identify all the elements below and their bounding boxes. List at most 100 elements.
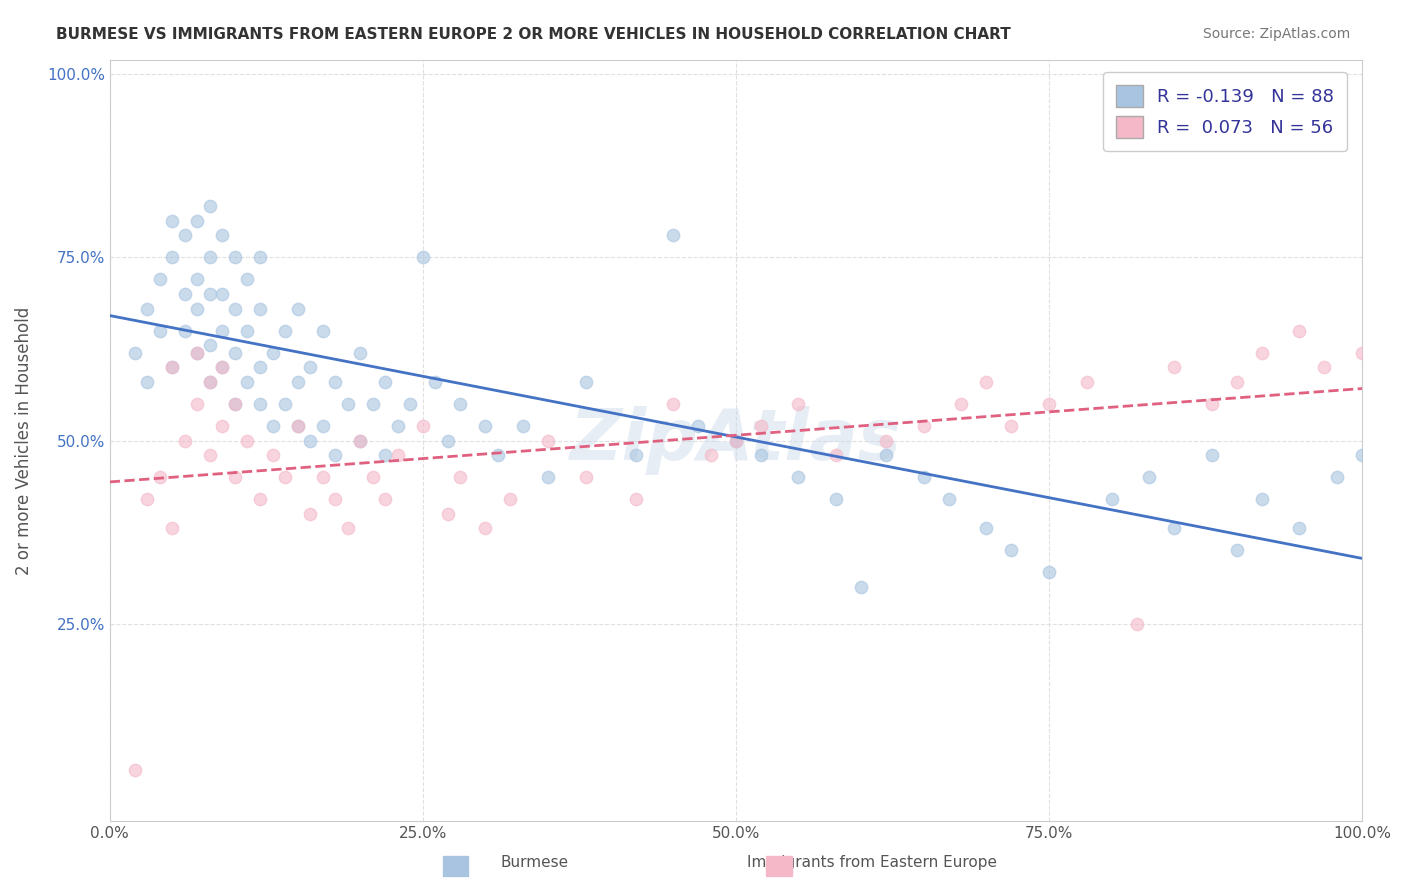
Point bbox=[1076, 375, 1098, 389]
Point bbox=[1250, 492, 1272, 507]
Point bbox=[198, 199, 221, 213]
Text: ZipAtlas: ZipAtlas bbox=[569, 406, 901, 475]
Point bbox=[950, 397, 973, 411]
Point bbox=[412, 251, 434, 265]
Point bbox=[136, 301, 159, 316]
Point bbox=[186, 345, 208, 359]
Point bbox=[186, 301, 208, 316]
Point bbox=[787, 397, 810, 411]
Point bbox=[1250, 345, 1272, 359]
Point bbox=[1288, 521, 1310, 535]
Point bbox=[449, 470, 471, 484]
Point bbox=[938, 492, 960, 507]
Point bbox=[186, 272, 208, 286]
Point bbox=[224, 470, 246, 484]
Point bbox=[186, 397, 208, 411]
Point bbox=[236, 272, 259, 286]
Point bbox=[136, 375, 159, 389]
Point bbox=[249, 492, 271, 507]
Point bbox=[1101, 492, 1123, 507]
Point bbox=[1351, 448, 1374, 462]
Point bbox=[224, 251, 246, 265]
Point bbox=[1137, 470, 1160, 484]
Point bbox=[173, 434, 195, 448]
Point bbox=[173, 287, 195, 301]
Point bbox=[336, 521, 359, 535]
Point bbox=[724, 434, 747, 448]
Point bbox=[198, 375, 221, 389]
Point bbox=[287, 301, 309, 316]
Point bbox=[287, 375, 309, 389]
Text: Source: ZipAtlas.com: Source: ZipAtlas.com bbox=[1202, 27, 1350, 41]
Point bbox=[412, 418, 434, 433]
Point bbox=[474, 521, 496, 535]
Point bbox=[274, 470, 297, 484]
Point bbox=[287, 418, 309, 433]
Point bbox=[537, 434, 560, 448]
Point bbox=[875, 434, 897, 448]
Point bbox=[236, 434, 259, 448]
Point bbox=[499, 492, 522, 507]
Point bbox=[437, 507, 460, 521]
Point bbox=[537, 470, 560, 484]
Point bbox=[912, 418, 935, 433]
Point bbox=[323, 492, 346, 507]
Point bbox=[1000, 543, 1022, 558]
Point bbox=[274, 397, 297, 411]
Point bbox=[1313, 360, 1336, 375]
Point bbox=[399, 397, 422, 411]
Point bbox=[162, 213, 184, 227]
Point bbox=[236, 375, 259, 389]
Y-axis label: 2 or more Vehicles in Household: 2 or more Vehicles in Household bbox=[15, 307, 32, 574]
Point bbox=[224, 397, 246, 411]
Point bbox=[1201, 397, 1223, 411]
Point bbox=[173, 324, 195, 338]
Point bbox=[1038, 397, 1060, 411]
Point bbox=[124, 763, 146, 777]
Point bbox=[575, 375, 598, 389]
Point bbox=[387, 448, 409, 462]
Point bbox=[198, 251, 221, 265]
Point bbox=[336, 397, 359, 411]
Point bbox=[374, 375, 396, 389]
Point bbox=[211, 360, 233, 375]
Point bbox=[311, 324, 333, 338]
Point bbox=[624, 448, 647, 462]
Point bbox=[512, 418, 534, 433]
Point bbox=[976, 521, 998, 535]
Point bbox=[486, 448, 509, 462]
Point bbox=[224, 301, 246, 316]
Point bbox=[575, 470, 598, 484]
Point bbox=[374, 492, 396, 507]
Point bbox=[224, 397, 246, 411]
Point bbox=[425, 375, 447, 389]
Point bbox=[162, 521, 184, 535]
Point bbox=[688, 418, 710, 433]
Point bbox=[349, 434, 371, 448]
Point bbox=[437, 434, 460, 448]
Point bbox=[136, 492, 159, 507]
Point bbox=[474, 418, 496, 433]
Point bbox=[912, 470, 935, 484]
Point bbox=[749, 448, 772, 462]
Point bbox=[186, 345, 208, 359]
Point bbox=[825, 492, 848, 507]
Point bbox=[249, 301, 271, 316]
Point bbox=[211, 418, 233, 433]
Point bbox=[211, 324, 233, 338]
Point bbox=[349, 434, 371, 448]
Point bbox=[323, 375, 346, 389]
Point bbox=[387, 418, 409, 433]
Text: BURMESE VS IMMIGRANTS FROM EASTERN EUROPE 2 OR MORE VEHICLES IN HOUSEHOLD CORREL: BURMESE VS IMMIGRANTS FROM EASTERN EUROP… bbox=[56, 27, 1011, 42]
Point bbox=[449, 397, 471, 411]
Point bbox=[198, 375, 221, 389]
Point bbox=[299, 360, 322, 375]
Point bbox=[198, 287, 221, 301]
Point bbox=[1351, 345, 1374, 359]
Point bbox=[149, 470, 172, 484]
Point bbox=[361, 397, 384, 411]
Point bbox=[624, 492, 647, 507]
Point bbox=[976, 375, 998, 389]
Text: Burmese: Burmese bbox=[501, 855, 568, 870]
Point bbox=[662, 397, 685, 411]
